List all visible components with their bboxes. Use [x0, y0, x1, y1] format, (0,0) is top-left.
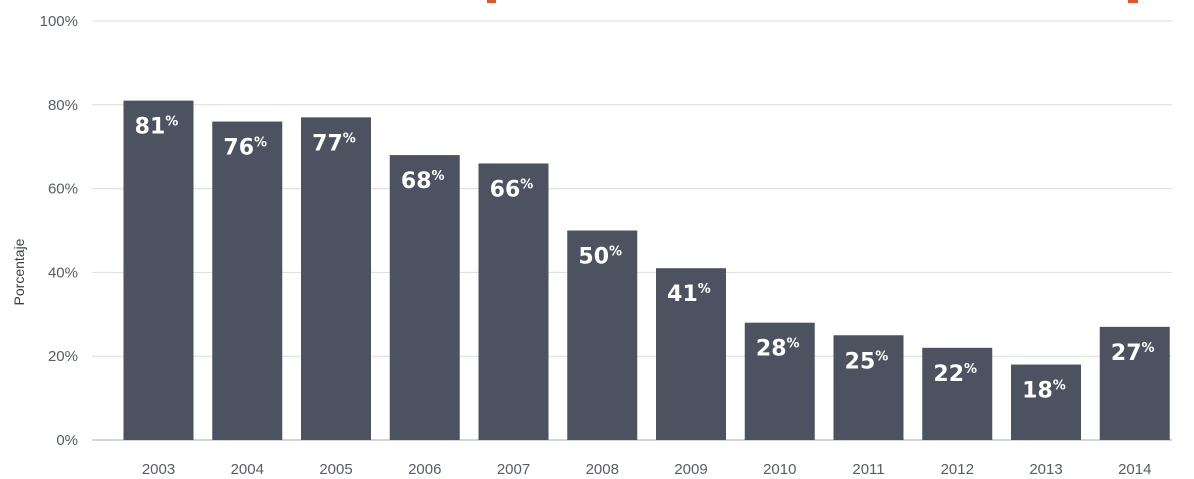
y-tick-label: 60%: [48, 181, 78, 198]
x-tick-label: 2012: [941, 461, 974, 478]
bar-2005: [301, 117, 371, 441]
x-tick-label: 2010: [763, 461, 796, 478]
y-axis-title: Porcentaje: [11, 238, 27, 305]
x-tick-label: 2014: [1118, 461, 1151, 478]
bar-value-number: 50: [578, 245, 609, 270]
bar-value-unit: %: [698, 282, 711, 297]
bar-value-unit: %: [520, 177, 533, 192]
clipped-title-fragment: [1128, 0, 1138, 3]
bar-value-label: 41%: [667, 282, 711, 307]
bar-2003: [123, 100, 194, 441]
x-tick-label: 2011: [852, 461, 884, 478]
bar-value-label: 22%: [933, 362, 977, 387]
bar-value-number: 18: [1022, 379, 1053, 404]
bar-2004: [212, 121, 283, 440]
bar-value-labels: 81%76% 77%68%66%50%41%28%25%22%18%27%: [135, 115, 1155, 404]
bar-value-label: 50%: [578, 245, 622, 270]
y-axis-tick-labels: 0% 20% 40% 60% 80% 100%: [40, 13, 78, 449]
y-tick-label: 0%: [56, 432, 78, 449]
bar-2010: [744, 322, 815, 440]
bar-value-unit: %: [343, 131, 356, 146]
bar-2014: [1099, 326, 1170, 440]
bar-value-unit: %: [1053, 379, 1066, 394]
x-tick-label: 2013: [1029, 461, 1062, 478]
bar-2012: [922, 347, 993, 440]
x-tick-label: 2006: [408, 461, 441, 478]
bar-value-number: 27: [1111, 341, 1142, 366]
bar-value-unit: %: [1142, 341, 1155, 356]
bar-2007: [478, 163, 549, 440]
bar-value-label: 68%: [401, 169, 445, 194]
y-tick-label: 80%: [48, 97, 78, 114]
bar-value-number: 81: [135, 115, 166, 140]
bar-value-unit: %: [787, 337, 800, 352]
x-tick-label: 2003: [142, 461, 175, 478]
bar-2011: [833, 335, 904, 440]
bar-value-label: 77%: [312, 131, 356, 156]
bar-value-number: 22: [933, 362, 964, 387]
bar-value-label: 25%: [845, 349, 889, 374]
bar-value-label: 76%: [223, 136, 267, 161]
clipped-title-strip: [487, 0, 1138, 3]
bar-value-number: 25: [845, 349, 876, 374]
bar-value-number: 68: [401, 169, 432, 194]
bar-value-number: 28: [756, 337, 787, 362]
bar-value-unit: %: [964, 362, 977, 377]
x-tick-label: 2005: [319, 461, 352, 478]
bar-value-unit: %: [875, 349, 888, 364]
bar-2006: [389, 155, 460, 440]
x-tick-label: 2009: [674, 461, 707, 478]
bar-value-label: 18%: [1022, 379, 1066, 404]
bar-value-label: 27%: [1111, 341, 1155, 366]
y-tick-label: 100%: [40, 13, 78, 30]
x-axis-tick-labels: 2003 2004 2005 2006 2007 2008 2009 2010 2011 2012…: [142, 461, 1152, 478]
bars: [123, 100, 1170, 441]
y-tick-label: 40%: [48, 264, 78, 281]
x-tick-label: 2004: [231, 461, 264, 478]
y-tick-label: 20%: [48, 348, 78, 365]
bar-value-number: 66: [490, 177, 521, 202]
clipped-title-fragment: [487, 0, 496, 3]
bar-2009: [656, 268, 726, 440]
x-tick-label: 2008: [586, 461, 619, 478]
bar-value-unit: %: [432, 169, 445, 184]
bar-2008: [567, 230, 638, 440]
bar-value-unit: %: [609, 245, 622, 260]
bar-value-label: 28%: [756, 337, 800, 362]
bar-value-number: 41: [667, 282, 698, 307]
bar-value-label: 66%: [490, 177, 534, 202]
bar-value-number: 77: [312, 131, 343, 156]
x-tick-label: 2007: [497, 461, 530, 478]
bar-value-label: 81%: [135, 115, 179, 140]
bar-value-unit: %: [165, 115, 178, 130]
bar-value-unit: %: [254, 136, 267, 151]
bar-value-number: 76: [223, 136, 254, 161]
bar-2013: [1011, 364, 1081, 440]
